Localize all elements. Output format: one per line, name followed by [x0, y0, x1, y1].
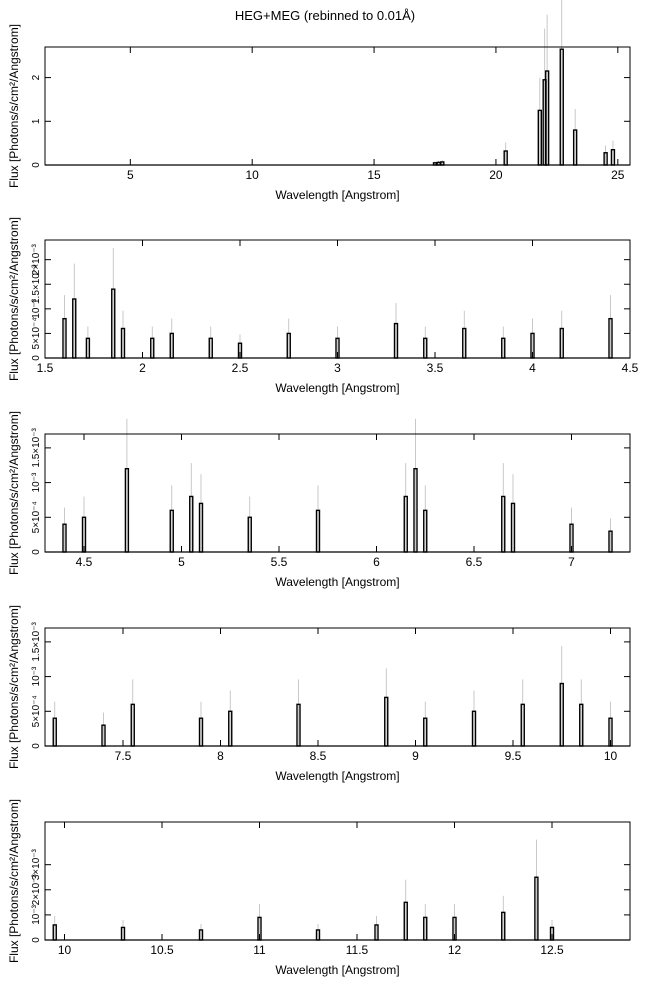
- plot-frame: [44, 433, 631, 553]
- x-tick-label: 4: [529, 361, 536, 375]
- x-tick-label: 4.5: [622, 361, 639, 375]
- y-tick-label: 2×10⁻³: [31, 874, 42, 906]
- x-tick-label: 10.5: [150, 943, 174, 957]
- y-tick-label: 0: [31, 743, 42, 749]
- y-tick-label: 1.5×10⁻³: [31, 427, 42, 467]
- y-axis-label: Flux [Photons/s/cm²/Angstrom]: [7, 605, 21, 769]
- x-tick-label: 7: [568, 555, 575, 569]
- y-tick-label: 1.5×10⁻³: [31, 264, 42, 304]
- panel-2: 1.5 2 2.5 3 3.5 4 4.5 0 5×10⁻⁴10⁻³1.5×10⁻³2×10⁻³…: [7, 217, 639, 395]
- x-tick-label: 3: [334, 361, 341, 375]
- panel-5: 10 10.5 11 11.5 12 12.5 0 10⁻³2×10⁻³3×10⁻³ Wavel…: [7, 799, 631, 977]
- y-tick-label: 2: [31, 74, 42, 80]
- y-tick-label: 10⁻³: [31, 472, 42, 492]
- x-tick-label: 11.5: [346, 943, 369, 957]
- x-tick-label: 5: [127, 168, 134, 182]
- panel-3: 4.5 5 5.5 6 6.5 7 0 5×10⁻⁴ 10⁻³ 1.5×10⁻³ Wavelengt…: [7, 411, 631, 589]
- y-tick-label: 3×10⁻³: [31, 848, 42, 880]
- y-axis-label: Flux [Photons/s/cm²/Angstrom]: [7, 411, 21, 575]
- y-tick-label: 5×10⁻⁴: [31, 317, 42, 349]
- y-tick-label: 1: [31, 118, 42, 124]
- x-tick-label: 5: [178, 555, 185, 569]
- x-tick-label: 10: [246, 168, 260, 182]
- panel-1: 5 10 15 20 25 0 1 2 Wavelength [Angstrom] Flux [P…: [7, 0, 631, 202]
- y-tick-label: 0: [31, 162, 42, 168]
- x-tick-label: 7.5: [115, 749, 132, 763]
- x-axis-label: Wavelength [Angstrom]: [275, 575, 399, 589]
- y-tick-label: 0: [31, 937, 42, 943]
- plot-frame: [44, 821, 631, 941]
- x-tick-label: 3.5: [427, 361, 444, 375]
- x-tick-label: 11: [253, 943, 266, 957]
- x-tick-label: 8: [217, 749, 224, 763]
- x-tick-label: 12: [448, 943, 462, 957]
- panel-4: 7.5 8 8.5 9 9.5 10 0 5×10⁻⁴ 10⁻³ 1.5×10⁻³ Waveleng…: [7, 605, 631, 783]
- y-tick-label: 10⁻³: [31, 666, 42, 686]
- y-tick-label: 5×10⁻⁴: [31, 501, 42, 533]
- x-axis-label: Wavelength [Angstrom]: [275, 769, 399, 783]
- plot-frame: [44, 46, 631, 166]
- x-tick-label: 6: [373, 555, 380, 569]
- x-tick-label: 6.5: [466, 555, 483, 569]
- plot-frame: [44, 627, 631, 747]
- x-tick-label: 5.5: [271, 555, 288, 569]
- x-tick-label: 8.5: [310, 749, 327, 763]
- y-axis-label: Flux [Photons/s/cm²/Angstrom]: [7, 217, 21, 381]
- x-tick-label: 2: [139, 361, 146, 375]
- y-axis-label: Flux [Photons/s/cm²/Angstrom]: [7, 24, 21, 188]
- y-tick-label: 0: [31, 549, 42, 555]
- y-axis-label: Flux [Photons/s/cm²/Angstrom]: [7, 799, 21, 963]
- x-tick-label: 4.5: [76, 555, 93, 569]
- x-tick-label: 2.5: [232, 361, 249, 375]
- x-tick-label: 1.5: [37, 361, 54, 375]
- y-tick-label: 5×10⁻⁴: [31, 695, 42, 727]
- chart-title: HEG+MEG (rebinned to 0.01Å): [234, 8, 416, 23]
- x-tick-label: 15: [367, 168, 381, 182]
- y-tick-label: 10⁻³: [31, 904, 42, 924]
- x-tick-label: 9: [412, 749, 419, 763]
- x-axis-label: Wavelength [Angstrom]: [275, 381, 399, 395]
- y-tick-label: 0: [31, 355, 42, 361]
- x-axis-label: Wavelength [Angstrom]: [275, 188, 399, 202]
- x-tick-label: 10: [604, 749, 618, 763]
- x-tick-label: 9.5: [505, 749, 522, 763]
- y-tick-label: 10⁻³: [31, 298, 42, 318]
- x-tick-label: 25: [611, 168, 625, 182]
- x-tick-label: 12.5: [540, 943, 564, 957]
- x-axis-label: Wavelength [Angstrom]: [275, 963, 399, 977]
- y-tick-label: 1.5×10⁻³: [31, 621, 42, 661]
- y-tick-label: 2×10⁻³: [31, 243, 42, 275]
- x-tick-label: 20: [489, 168, 503, 182]
- x-tick-label: 10: [58, 943, 72, 957]
